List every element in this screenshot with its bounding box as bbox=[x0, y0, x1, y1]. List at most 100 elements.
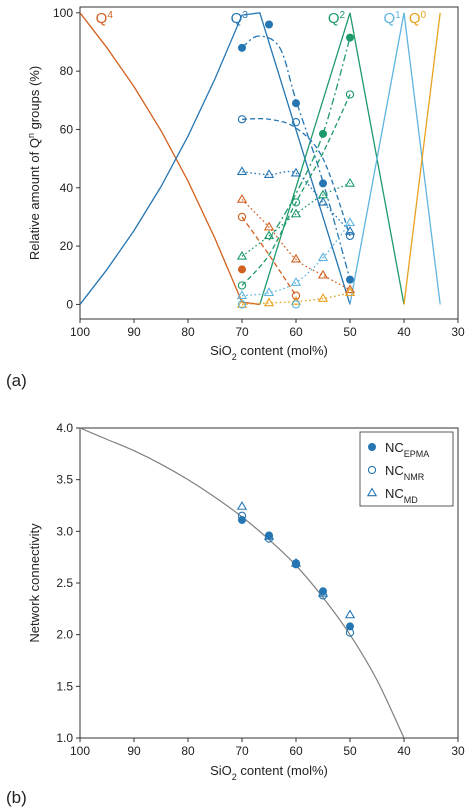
md-point-q1 bbox=[290, 277, 302, 286]
point-nc-nmr bbox=[345, 628, 355, 637]
a-y-tick-label: 0 bbox=[66, 297, 73, 311]
a-x-tick-label: 90 bbox=[127, 325, 141, 339]
b-x-tick-label: 40 bbox=[397, 744, 411, 758]
trend-line-q4-dash bbox=[241, 216, 297, 297]
nmr-point-q2 bbox=[291, 198, 301, 207]
md-point-q1 bbox=[236, 290, 248, 299]
a-y-tick-label: 100 bbox=[53, 6, 73, 20]
nmr-point-q4 bbox=[291, 291, 301, 300]
plot-frame bbox=[79, 6, 459, 320]
panel-b-legend: NCEPMA NCNMR NCMD bbox=[359, 431, 454, 507]
a-x-tick-label: 70 bbox=[235, 325, 249, 339]
a-x-tick-label: 50 bbox=[343, 325, 357, 339]
trend-line-q2-dot bbox=[241, 182, 351, 257]
b-x-tick-label: 60 bbox=[289, 744, 303, 758]
epma-point-q3 bbox=[264, 20, 273, 29]
point-nc-md bbox=[344, 609, 356, 619]
panel-b-x-axis-label: SiO2 content (mol%) bbox=[210, 763, 328, 782]
b-y-tick-label: 3.0 bbox=[56, 524, 73, 538]
md-point-q0 bbox=[263, 297, 275, 307]
trend-line-q0-dot bbox=[241, 292, 351, 306]
epma-point-q3 bbox=[345, 275, 354, 284]
epma-point-q4 bbox=[237, 265, 246, 274]
md-point-q3 bbox=[290, 167, 302, 177]
model-line-q1 bbox=[349, 12, 441, 305]
panel-b-data-points bbox=[236, 501, 356, 637]
md-point-q2 bbox=[290, 208, 302, 218]
panel-a-series-labels: Q4 Q3 Q2 Q1 Q0 bbox=[96, 10, 427, 28]
b-y-tick-label: 4.0 bbox=[56, 421, 73, 435]
md-point-q4 bbox=[263, 221, 275, 231]
nmr-point-q3 bbox=[237, 115, 247, 124]
series-label-q1: Q1 bbox=[384, 10, 402, 28]
legend-label-epma: NCEPMA bbox=[385, 440, 429, 459]
nmr-point-q2 bbox=[237, 281, 247, 290]
epma-point-q2 bbox=[345, 33, 354, 42]
nmr-point-q3 bbox=[345, 231, 355, 241]
point-nc-md bbox=[290, 557, 302, 567]
a-x-tick-label: 80 bbox=[181, 325, 195, 339]
a-x-tick-label: 40 bbox=[397, 325, 411, 339]
md-point-q0 bbox=[236, 298, 248, 308]
panel-a-model-lines bbox=[79, 12, 441, 306]
a-y-tick-label: 40 bbox=[60, 181, 74, 195]
a-x-tick-label: 100 bbox=[70, 325, 90, 339]
b-y-tick-label: 1.0 bbox=[56, 731, 73, 745]
nmr-point-q1 bbox=[291, 300, 301, 309]
series-label-q3: Q3 bbox=[231, 10, 249, 28]
nmr-point-q4 bbox=[237, 212, 247, 222]
panel-a-ticks: 100 90 80 70 60 50 40 30 0 20 40 60 80 100 bbox=[53, 6, 465, 339]
b-x-tick-label: 70 bbox=[235, 744, 249, 758]
trend-line-q2-dashdot bbox=[268, 37, 351, 241]
md-point-q2 bbox=[236, 250, 248, 260]
series-label-q2: Q2 bbox=[328, 10, 346, 28]
b-x-tick-label: 30 bbox=[451, 744, 465, 758]
b-x-tick-label: 80 bbox=[181, 744, 195, 758]
panel-a-label: (a) bbox=[6, 371, 27, 390]
md-point-q4 bbox=[317, 269, 329, 279]
md-point-q0 bbox=[290, 296, 302, 305]
nmr-point-q3 bbox=[291, 118, 301, 127]
panel-a-trend-lines bbox=[241, 35, 351, 306]
nmr-point-q1 bbox=[237, 300, 247, 309]
epma-point-q3 bbox=[318, 179, 327, 188]
trend-line-q2-dash bbox=[241, 94, 351, 286]
model-line-q0 bbox=[403, 12, 441, 305]
md-point-q0 bbox=[317, 293, 329, 302]
trend-line-q3-dot bbox=[241, 170, 351, 232]
b-x-tick-label: 100 bbox=[70, 744, 90, 758]
b-y-tick-label: 1.5 bbox=[56, 679, 73, 693]
b-x-tick-label: 50 bbox=[343, 744, 357, 758]
model-curve bbox=[79, 427, 405, 739]
panel-b-ticks: 100 90 80 70 60 50 40 30 1.0 1.5 2.0 2.5 3.0 3.5 4.0 bbox=[56, 421, 465, 758]
model-line-q2 bbox=[259, 12, 405, 305]
panel-a-x-axis-label: SiO2 content (mol%) bbox=[210, 343, 328, 362]
point-nc-nmr bbox=[237, 511, 247, 520]
series-label-q4: Q4 bbox=[96, 10, 114, 28]
legend-marker-nmr bbox=[367, 465, 377, 475]
epma-point-q2 bbox=[318, 129, 327, 138]
b-y-tick-label: 2.0 bbox=[56, 628, 73, 642]
panel-b-model-curve bbox=[79, 427, 405, 739]
trend-line-q3-dashdot bbox=[241, 35, 351, 280]
panel-b-y-axis-label: Network connectivity bbox=[27, 523, 42, 643]
panel-a: 100 90 80 70 60 50 40 30 0 20 40 60 80 100 Q4 Q3 Q2 Q1 Q0… bbox=[6, 6, 465, 390]
point-nc-epma bbox=[345, 622, 354, 631]
b-x-tick-label: 90 bbox=[127, 744, 141, 758]
panel-b-label: (b) bbox=[6, 788, 27, 807]
panel-a-data-points bbox=[236, 20, 356, 309]
point-nc-md bbox=[263, 531, 275, 540]
md-point-q0 bbox=[344, 287, 356, 297]
model-line-q3 bbox=[79, 12, 351, 305]
md-point-q1 bbox=[317, 252, 329, 262]
panel-b: 100 90 80 70 60 50 40 30 1.0 1.5 2.0 2.5 3.0 3.5 4.0 N… bbox=[6, 421, 465, 807]
md-point-q1 bbox=[263, 287, 275, 297]
point-nc-md bbox=[317, 587, 329, 597]
md-point-q1 bbox=[344, 217, 356, 227]
md-point-q3 bbox=[263, 169, 275, 178]
panel-a-y-axis-label: Relative amount of Qn groups (%) bbox=[26, 66, 42, 260]
md-point-q4 bbox=[236, 193, 248, 203]
md-point-q2 bbox=[317, 189, 329, 199]
model-line-q4 bbox=[79, 12, 260, 306]
a-x-tick-label: 60 bbox=[289, 325, 303, 339]
